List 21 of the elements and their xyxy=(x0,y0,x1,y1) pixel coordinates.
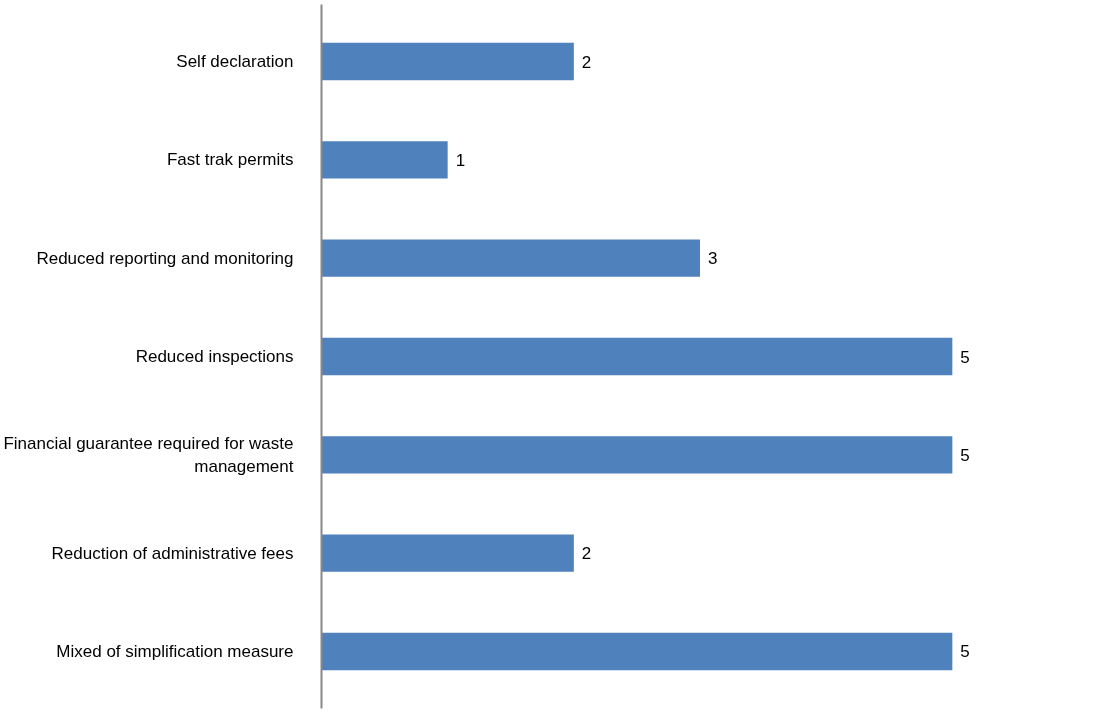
y-tick-label: Fast trak permits xyxy=(166,150,294,170)
data-label: 1 xyxy=(455,150,466,170)
bar xyxy=(321,436,953,474)
bar xyxy=(321,534,574,572)
data-label: 5 xyxy=(960,347,970,367)
y-tick-label: Reduction of administrative fees xyxy=(51,543,294,563)
data-label: 3 xyxy=(708,249,718,269)
bar xyxy=(321,632,953,671)
data-label: 5 xyxy=(960,642,970,662)
bar xyxy=(321,42,574,81)
data-label: 2 xyxy=(581,52,592,72)
y-tick-label: Mixed of simplification measure xyxy=(56,641,294,661)
bar xyxy=(321,337,953,376)
y-tick-label: Self declaration xyxy=(176,52,294,72)
data-label: 2 xyxy=(581,544,592,564)
y-tick-label: Financial guarantee required for waste management xyxy=(3,433,294,476)
bar xyxy=(321,239,700,277)
y-tick-label: Reduced inspections xyxy=(135,347,294,366)
data-label: 5 xyxy=(960,445,970,465)
y-tick-label: Reduced reporting and monitoring xyxy=(36,248,294,268)
bar xyxy=(321,141,448,179)
